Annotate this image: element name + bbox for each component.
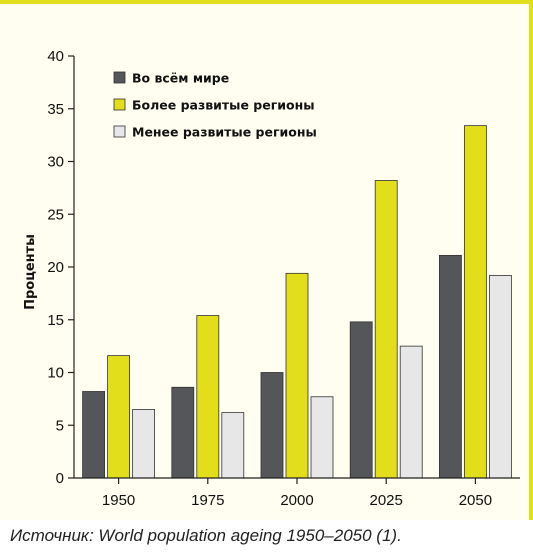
bar-2025-series-2 — [399, 345, 423, 479]
bar-1975-series-1 — [196, 315, 220, 479]
chart-panel: Во всём мире Более развитые регионы Менее … — [0, 0, 533, 520]
bar-2025-series-1 — [374, 180, 398, 479]
bar-chart: Во всём мире Более развитые регионы Менее … — [23, 48, 520, 509]
bar-1950-series-2 — [132, 409, 156, 479]
legend-swatch — [113, 71, 126, 84]
x-tick-label: 1950 — [102, 492, 135, 509]
bar-2050-series-0 — [438, 254, 462, 479]
bars — [82, 125, 512, 479]
bar-1975-series-2 — [221, 412, 245, 479]
legend-label: Более развитые регионы — [132, 98, 315, 113]
y-tick-label: 35 — [47, 101, 64, 118]
y-tick-label: 10 — [47, 365, 64, 382]
x-tick-label: 2025 — [370, 492, 403, 509]
x-tick-label: 2050 — [459, 492, 492, 509]
bar-2025-series-0 — [349, 321, 373, 479]
legend-label: Менее развитые регионы — [132, 125, 317, 140]
x-tick-label: 2000 — [280, 492, 313, 509]
y-tick-label: 0 — [56, 470, 64, 487]
legend: Во всём мире Более развитые регионы Менее … — [113, 71, 317, 140]
bar-1950-series-1 — [107, 355, 130, 479]
y-tick-label: 5 — [56, 417, 64, 434]
bar-1950-series-0 — [82, 391, 105, 479]
y-tick-label: 30 — [47, 154, 64, 171]
y-axis-label: Проценты — [23, 234, 38, 310]
legend-swatch — [113, 98, 126, 111]
bar-1975-series-0 — [171, 386, 195, 479]
x-tick-label: 1975 — [191, 492, 224, 509]
y-tick-label: 15 — [47, 312, 64, 329]
y-axis-ticks: 0 5 10 15 20 25 30 35 40 — [47, 48, 74, 487]
bar-2000-series-2 — [310, 396, 334, 479]
y-tick-label: 20 — [47, 259, 64, 276]
x-axis-ticks: 1950 1975 2000 2025 2050 — [102, 478, 492, 509]
bar-2050-series-2 — [488, 275, 512, 479]
y-tick-label: 25 — [47, 206, 64, 223]
bar-2000-series-0 — [260, 372, 284, 479]
bar-2050-series-1 — [463, 125, 487, 479]
legend-label: Во всём мире — [132, 71, 229, 86]
bar-2000-series-1 — [285, 272, 309, 479]
legend-swatch — [113, 125, 126, 138]
source-caption: Источник: World population ageing 1950–2… — [10, 526, 402, 545]
y-tick-label: 40 — [47, 48, 64, 65]
